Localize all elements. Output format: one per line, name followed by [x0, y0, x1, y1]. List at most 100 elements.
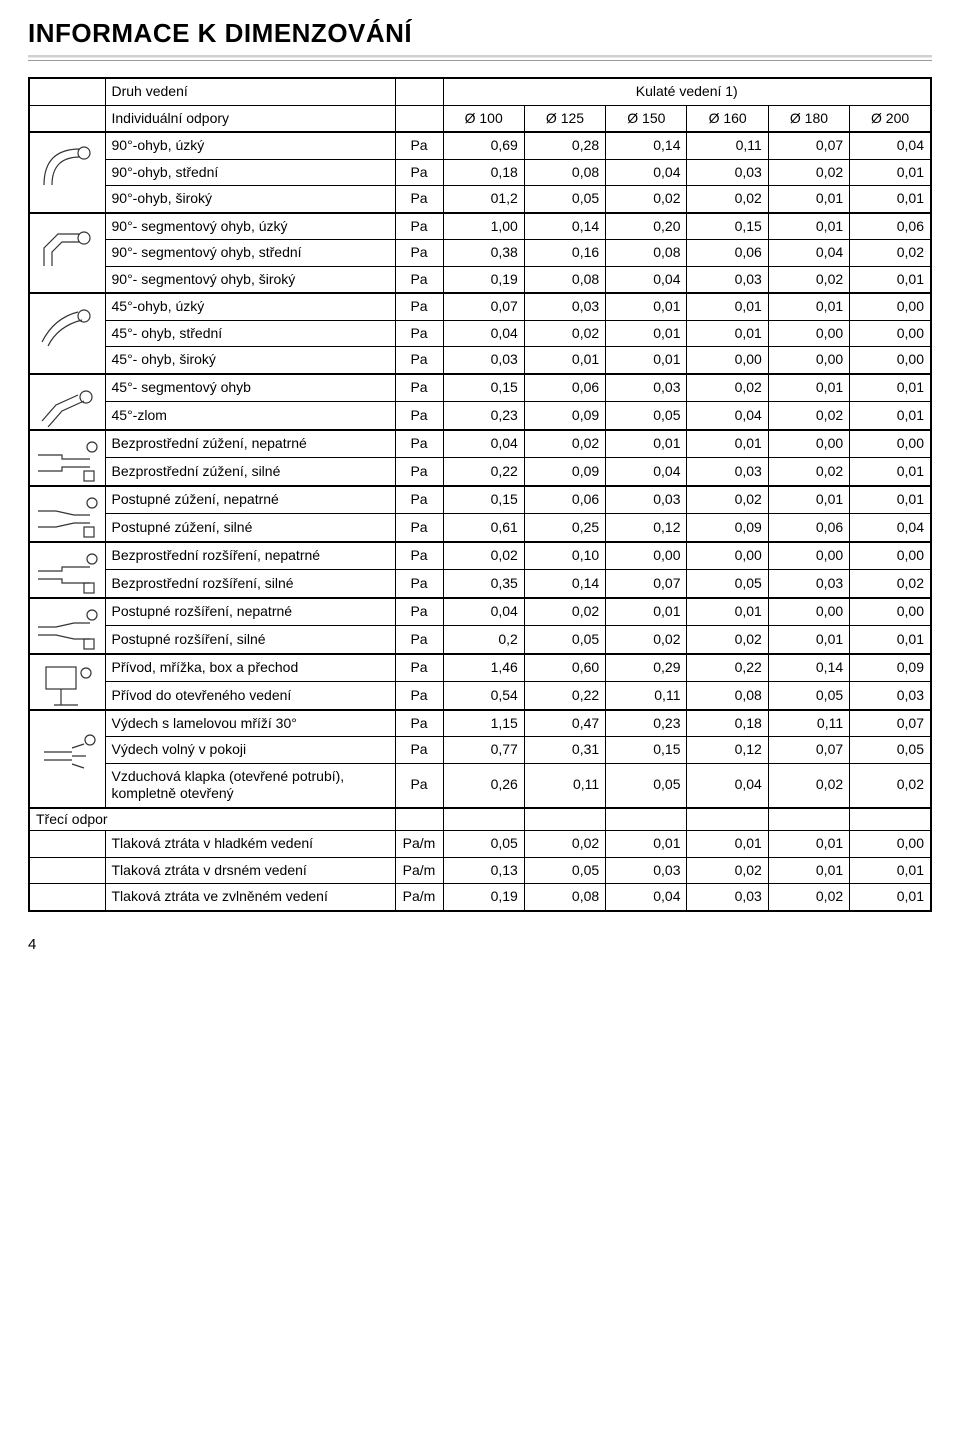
row-value: 0,00 [850, 347, 931, 374]
row-unit: Pa [395, 132, 443, 159]
row-value: 0,01 [606, 320, 687, 347]
row-label: Vzduchová klapka (otevřené potrubí), kom… [105, 763, 395, 808]
row-value: 0,20 [606, 213, 687, 240]
row-value: 0,04 [768, 240, 849, 267]
row-value: 0,69 [443, 132, 524, 159]
row-value: 0,07 [768, 737, 849, 764]
row-value: 0,11 [524, 763, 605, 808]
row-value: 0,10 [524, 542, 605, 570]
row-value: 0,02 [687, 486, 768, 514]
row-label: Výdech volný v pokoji [105, 737, 395, 764]
row-value: 0,15 [443, 486, 524, 514]
friction-row-value: 0,04 [606, 884, 687, 911]
row-value: 0,09 [524, 458, 605, 486]
row-value: 0,28 [524, 132, 605, 159]
row-value: 0,22 [443, 458, 524, 486]
row-unit: Pa [395, 626, 443, 654]
row-value: 0,23 [606, 710, 687, 737]
header-indiv-odpory: Individuální odpory [105, 105, 395, 132]
row-unit: Pa [395, 402, 443, 430]
row-value: 0,09 [850, 654, 931, 682]
group-icon-narrow-direct [29, 430, 105, 486]
row-value: 0,03 [768, 570, 849, 598]
page-number: 4 [28, 936, 932, 953]
row-value: 0,05 [524, 626, 605, 654]
row-value: 0,01 [850, 186, 931, 213]
row-value: 0,00 [850, 320, 931, 347]
row-value: 0,60 [524, 654, 605, 682]
row-value: 0,01 [850, 159, 931, 186]
friction-row-value: 0,05 [524, 857, 605, 884]
friction-row-unit: Pa/m [395, 884, 443, 911]
friction-row-value: 0,01 [850, 884, 931, 911]
row-unit: Pa [395, 737, 443, 764]
friction-row-value: 0,02 [687, 857, 768, 884]
row-value: 0,03 [606, 374, 687, 402]
row-unit: Pa [395, 320, 443, 347]
friction-row-label: Tlaková ztráta v drsném vedení [105, 857, 395, 884]
friction-row-value: 0,01 [768, 857, 849, 884]
friction-row-value: 0,01 [850, 857, 931, 884]
row-value: 0,47 [524, 710, 605, 737]
dimensioning-table: Druh vedení Kulaté vedení 1) Individuáln… [28, 77, 932, 912]
row-value: 0,02 [850, 570, 931, 598]
row-value: 0,00 [687, 542, 768, 570]
row-value: 0,04 [687, 402, 768, 430]
row-unit: Pa [395, 266, 443, 293]
friction-row-value: 0,02 [768, 884, 849, 911]
row-value: 0,15 [606, 737, 687, 764]
row-value: 0,04 [443, 320, 524, 347]
row-value: 0,00 [768, 542, 849, 570]
row-value: 0,06 [850, 213, 931, 240]
row-value: 0,08 [687, 682, 768, 710]
row-value: 0,02 [687, 186, 768, 213]
row-value: 0,03 [687, 458, 768, 486]
row-value: 0,04 [443, 430, 524, 458]
friction-row-value: 0,03 [687, 884, 768, 911]
row-value: 0,14 [768, 654, 849, 682]
row-label: 90°- segmentový ohyb, úzký [105, 213, 395, 240]
row-value: 0,04 [850, 514, 931, 542]
row-value: 0,18 [687, 710, 768, 737]
row-value: 0,01 [606, 430, 687, 458]
row-value: 1,00 [443, 213, 524, 240]
row-value: 0,02 [850, 240, 931, 267]
row-label: 45°- ohyb, střední [105, 320, 395, 347]
row-unit: Pa [395, 458, 443, 486]
row-value: 0,01 [606, 347, 687, 374]
row-value: 0,01 [850, 402, 931, 430]
row-unit: Pa [395, 347, 443, 374]
row-unit: Pa [395, 486, 443, 514]
row-unit: Pa [395, 159, 443, 186]
row-label: Přívod do otevřeného vedení [105, 682, 395, 710]
friction-row-value: 0,00 [850, 831, 931, 858]
row-value: 0,29 [606, 654, 687, 682]
row-label: 45°- segmentový ohyb [105, 374, 395, 402]
row-value: 0,00 [850, 598, 931, 626]
row-value: 0,15 [687, 213, 768, 240]
friction-row-value: 0,19 [443, 884, 524, 911]
row-label: 90°-ohyb, střední [105, 159, 395, 186]
row-value: 0,02 [606, 186, 687, 213]
row-label: Bezprostřední zúžení, silné [105, 458, 395, 486]
row-label: Bezprostřední rozšíření, nepatrné [105, 542, 395, 570]
row-label: Bezprostřední zúžení, nepatrné [105, 430, 395, 458]
row-value: 0,09 [524, 402, 605, 430]
row-value: 0,00 [768, 598, 849, 626]
row-value: 0,38 [443, 240, 524, 267]
row-value: 0,02 [524, 598, 605, 626]
row-value: 0,04 [606, 159, 687, 186]
row-unit: Pa [395, 514, 443, 542]
row-value: 0,22 [687, 654, 768, 682]
row-value: 0,11 [606, 682, 687, 710]
row-value: 0,00 [606, 542, 687, 570]
row-value: 0,14 [606, 132, 687, 159]
row-value: 0,11 [687, 132, 768, 159]
row-value: 0,01 [850, 266, 931, 293]
friction-heading: Třecí odpor [29, 808, 395, 831]
row-value: 0,04 [606, 458, 687, 486]
row-value: 0,07 [768, 132, 849, 159]
row-value: 0,2 [443, 626, 524, 654]
row-value: 0,00 [850, 293, 931, 320]
row-value: 0,02 [687, 626, 768, 654]
